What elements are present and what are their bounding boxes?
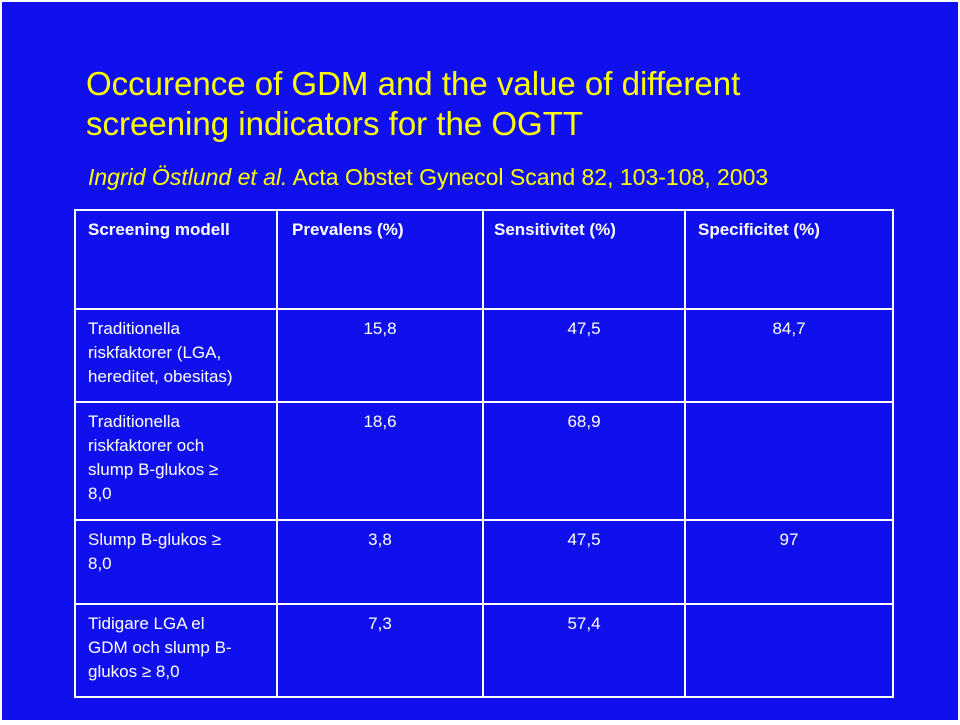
- table-row: Traditionella riskfaktorer (LGA, hereditet…: [74, 308, 894, 403]
- table-header-row: Screening modell Prevalens (%) Sensitivi…: [74, 209, 894, 310]
- header-prevalens: Prevalens (%): [276, 209, 484, 310]
- specificitet-cell: 84,7: [684, 308, 894, 403]
- row-label-cell: Traditionella riskfaktorer och slump B-glu…: [74, 401, 278, 521]
- specificitet-value: [686, 605, 892, 612]
- sensitivitet-value: 47,5: [567, 530, 601, 549]
- row-label-line: GDM och slump B-: [88, 638, 232, 657]
- table-row: Tidigare LGA el GDM och slump B-glukos ≥ …: [74, 603, 894, 698]
- specificitet-value: [686, 403, 892, 410]
- row-label-line: 8,0: [88, 554, 112, 573]
- specificitet-value: 97: [779, 530, 799, 549]
- header-screening-modell: Screening modell: [74, 209, 278, 310]
- citation-authors: Ingrid Östlund et al.: [88, 164, 288, 190]
- row-label: Traditionella riskfaktorer och slump B-glu…: [76, 403, 276, 518]
- header-sensitivitet: Sensitivitet (%): [482, 209, 686, 310]
- row-label-cell: Traditionella riskfaktorer (LGA, hereditet…: [74, 308, 278, 403]
- prevalens-value: 15,8: [363, 319, 397, 338]
- citation-reference: Acta Obstet Gynecol Scand 82, 103-108, 2…: [287, 164, 769, 190]
- table-row: Slump B-glukos ≥ 8,0 3,8 47,5 97: [74, 519, 894, 605]
- prevalens-value: 3,8: [368, 530, 392, 549]
- prevalens-value: 18,6: [363, 412, 397, 431]
- prevalens-cell: 18,6: [276, 401, 484, 521]
- row-label: Tidigare LGA el GDM och slump B-glukos ≥ …: [76, 605, 276, 696]
- prevalens-value: 7,3: [368, 614, 392, 633]
- screening-table: Screening modell Prevalens (%) Sensitivi…: [74, 209, 894, 698]
- prevalens-cell: 15,8: [276, 308, 484, 403]
- row-label-line: Tidigare LGA el: [88, 614, 205, 633]
- row-label: Traditionella riskfaktorer (LGA, hereditet…: [76, 310, 276, 401]
- row-label-cell: Slump B-glukos ≥ 8,0: [74, 519, 278, 605]
- row-label: Slump B-glukos ≥ 8,0: [76, 521, 276, 588]
- row-label-line: slump B-glukos ≥: [88, 460, 219, 479]
- specificitet-value: 84,7: [772, 319, 806, 338]
- sensitivitet-value: 47,5: [567, 319, 601, 338]
- row-label-line: Traditionella: [88, 412, 180, 431]
- prevalens-cell: 7,3: [276, 603, 484, 698]
- sensitivitet-cell: 47,5: [482, 308, 686, 403]
- row-label-line: Traditionella: [88, 319, 180, 338]
- sensitivitet-value: 57,4: [567, 614, 601, 633]
- title-line-1: Occurence of GDM and the value of differ…: [86, 65, 741, 102]
- sensitivitet-cell: 47,5: [482, 519, 686, 605]
- row-label-line: hereditet, obesitas): [88, 367, 233, 386]
- specificitet-cell: [684, 401, 894, 521]
- row-label-line: riskfaktorer och: [88, 436, 205, 455]
- prevalens-cell: 3,8: [276, 519, 484, 605]
- table-row: Traditionella riskfaktorer och slump B-glu…: [74, 401, 894, 521]
- sensitivitet-cell: 57,4: [482, 603, 686, 698]
- sensitivitet-value: 68,9: [567, 412, 601, 431]
- row-label-cell: Tidigare LGA el GDM och slump B-glukos ≥ …: [74, 603, 278, 698]
- row-label-line: glukos ≥ 8,0: [88, 662, 180, 681]
- row-label-line: riskfaktorer (LGA,: [88, 343, 222, 362]
- sensitivitet-cell: 68,9: [482, 401, 686, 521]
- row-label-line: Slump B-glukos ≥: [88, 530, 222, 549]
- citation: Ingrid Östlund et al. Acta Obstet Gyneco…: [88, 162, 768, 192]
- row-label-line: 8,0: [88, 484, 112, 503]
- specificitet-cell: 97: [684, 519, 894, 605]
- title-line-2: screening indicators for the OGTT: [86, 105, 584, 142]
- header-specificitet: Specificitet (%): [684, 209, 894, 310]
- specificitet-cell: [684, 603, 894, 698]
- slide-title: Occurence of GDM and the value of differ…: [86, 64, 740, 144]
